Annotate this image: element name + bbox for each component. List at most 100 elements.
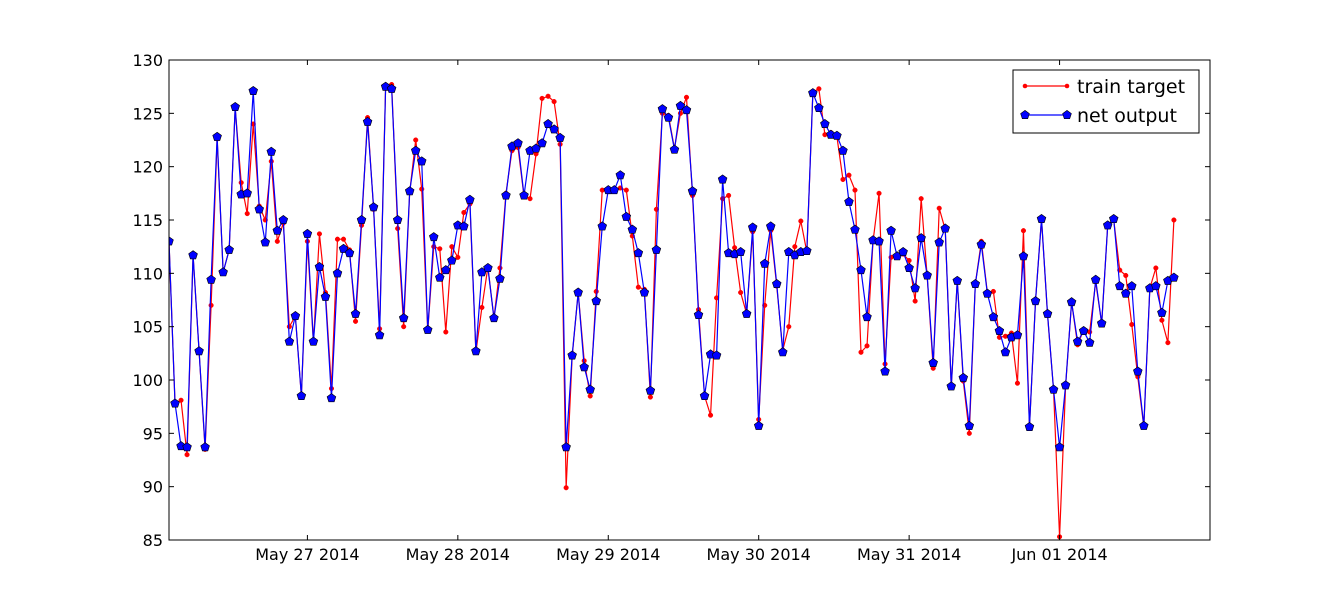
net-output-point [1060, 380, 1071, 390]
train-target-point [840, 176, 846, 183]
net-output-point [910, 283, 920, 293]
train-target-point [352, 318, 359, 324]
train-target-point [1159, 317, 1165, 323]
train-target-point [683, 94, 690, 100]
net-output-point [423, 324, 433, 334]
net-output-point [218, 267, 228, 277]
net-output-point [772, 279, 782, 289]
net-output-point [1084, 337, 1095, 347]
net-output-point [170, 398, 180, 408]
net-output-point [386, 83, 397, 93]
net-output-point [543, 119, 553, 129]
net-output-point [1030, 296, 1041, 306]
y-tick-label: 90 [143, 478, 163, 497]
legend-marker-net-output [1062, 110, 1072, 120]
net-output-point [284, 336, 295, 346]
net-output-point [994, 325, 1005, 335]
net-output-point [1133, 366, 1143, 376]
net-output-point [886, 225, 896, 235]
net-output-point [320, 291, 331, 301]
net-output-point [609, 185, 620, 195]
plot-frame [168, 59, 1211, 541]
net-output-point [344, 248, 355, 258]
net-output-point [1066, 297, 1077, 307]
net-output-point [368, 202, 379, 212]
train-target-point [858, 349, 864, 355]
net-output-point [976, 239, 987, 249]
train-target-point [479, 304, 485, 311]
train-target-point [244, 211, 250, 217]
net-output-point [519, 190, 529, 200]
net-output-point [1090, 274, 1101, 284]
y-tick-label: 115 [132, 211, 163, 230]
train-target-point [792, 244, 798, 250]
net-output-point [621, 211, 632, 221]
net-output-point [952, 275, 963, 285]
net-output-point [982, 288, 993, 298]
legend-marker-train-target [1064, 83, 1070, 89]
net-output-point [1024, 421, 1035, 431]
train-target-point [545, 93, 551, 99]
net-output-point [802, 245, 812, 255]
net-output-point [1000, 347, 1011, 357]
net-output-point [567, 350, 577, 360]
net-output-point [254, 204, 264, 214]
train-target-point [1165, 340, 1171, 346]
train-target-point [738, 289, 744, 296]
x-tick-label: May 27 2014 [255, 545, 359, 564]
train-target-point [238, 180, 244, 186]
train-target-point [437, 246, 443, 252]
net-output-point [687, 186, 698, 196]
net-output-point [200, 442, 210, 452]
net-output-point [1012, 330, 1023, 340]
net-output-point [338, 243, 349, 253]
train-target-point [401, 324, 407, 330]
y-tick-label: 95 [143, 424, 163, 443]
net-output-point [573, 287, 583, 297]
legend: train target net output [1012, 69, 1200, 134]
net-output-point [591, 296, 601, 306]
net-output-point [1121, 288, 1131, 298]
net-output-point [471, 346, 481, 356]
train-target-point [539, 95, 545, 101]
net-output-point [555, 132, 565, 142]
legend-marker-net-output [1020, 110, 1030, 120]
net-output-point [356, 215, 367, 225]
net-output-point [651, 244, 662, 254]
net-output-point [194, 346, 204, 356]
y-tick-label: 130 [132, 51, 163, 70]
net-output-point [699, 391, 710, 401]
net-output-point [585, 384, 595, 394]
net-output-point [633, 248, 644, 258]
net-output-point [296, 391, 307, 401]
net-output-point [326, 393, 337, 403]
net-output-point [898, 247, 908, 257]
y-tick-label: 120 [132, 158, 163, 177]
net-output-point [904, 263, 914, 273]
net-output-point [260, 237, 271, 247]
legend-label-net-output: net output [1077, 105, 1177, 127]
train-target-point [1129, 321, 1135, 328]
train-target-point [816, 86, 822, 92]
train-target-point [852, 187, 858, 193]
train-target-point [876, 190, 882, 196]
net-output-point [416, 156, 427, 166]
train-target-point [461, 209, 467, 216]
net-output-point [188, 250, 198, 260]
net-output-point [429, 232, 439, 242]
net-output-point [928, 357, 938, 367]
net-output-point [735, 247, 746, 257]
net-output-point [880, 366, 890, 376]
net-output-point [374, 330, 385, 340]
net-output-point [717, 174, 728, 184]
net-output-point [778, 347, 788, 357]
net-output-point [1151, 281, 1161, 291]
net-output-point [447, 255, 457, 265]
net-output-point [1157, 307, 1167, 317]
net-output-point [856, 265, 866, 275]
train-target-point [708, 412, 714, 418]
net-output-point [1115, 281, 1125, 291]
net-output-point [862, 312, 872, 322]
train-target-point [990, 288, 996, 295]
net-output-point [946, 381, 956, 391]
